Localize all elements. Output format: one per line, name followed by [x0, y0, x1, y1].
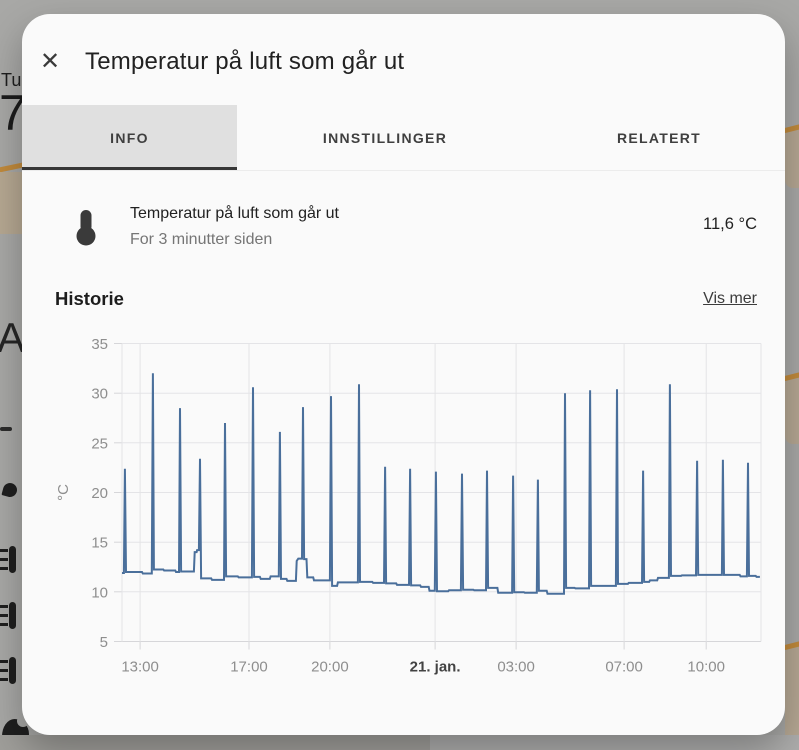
background-letter-fragment: A [0, 314, 26, 361]
background-card-fragment [0, 172, 22, 234]
dialog-header: ✕ Temperatur på luft som går ut [22, 14, 785, 105]
tab-innstillinger-label: INNSTILLINGER [322, 129, 448, 146]
history-chart[interactable]: 35 30 25 20 15 10 5 13:00 17:00 20:00 21. jan. 03:0… [22, 314, 785, 714]
background-bottom-bar [430, 735, 799, 750]
tab-info[interactable]: INFO [22, 105, 237, 170]
sensor-state-row: Temperatur på luft som går ut For 3 minu… [22, 197, 785, 273]
tab-relatert-label: RELATERT [616, 129, 702, 146]
temperature-series-line [122, 373, 760, 595]
y-tick-label: 15 [91, 535, 108, 552]
tab-innstillinger[interactable]: INNSTILLINGER [237, 105, 533, 170]
dialog-title: Temperatur på luft som går ut [85, 48, 405, 75]
active-tab-underline [22, 167, 237, 170]
y-axis-label: °C [55, 484, 72, 501]
y-tick-label: 5 [100, 634, 108, 651]
sensor-last-changed: For 3 minutter siden [130, 231, 273, 248]
x-tick-label: 03:00 [497, 659, 535, 676]
background-dash-fragment [0, 427, 12, 431]
x-tick-label: 20:00 [311, 659, 349, 676]
background-gauge-card [781, 371, 799, 444]
x-tick-label: 13:00 [121, 659, 159, 676]
tab-info-label: INFO [110, 129, 149, 146]
background-weather-day-text: Tu [1, 70, 22, 90]
history-chart-svg[interactable]: 35 30 25 20 15 10 5 13:00 17:00 20:00 21. jan. 03:0… [22, 314, 785, 714]
show-more-link[interactable]: Vis mer [703, 290, 757, 307]
background-gauge-card [781, 123, 799, 188]
background-bottom-bar [0, 735, 430, 750]
radiator-icon [0, 546, 18, 573]
sensor-value: 11,6 °C [703, 215, 757, 233]
x-tick-label: 17:00 [230, 659, 268, 676]
y-tick-label: 25 [91, 435, 108, 452]
tab-bar: INFO INNSTILLINGER RELATERT [22, 105, 785, 171]
history-header-row: Historie Vis mer [22, 286, 785, 316]
x-tick-label: 07:00 [605, 659, 643, 676]
history-title: Historie [55, 288, 124, 309]
radiator-icon [0, 602, 18, 629]
x-tick-label: 21. jan. [410, 659, 461, 676]
thermometer-icon [76, 210, 96, 246]
radiator-icon [0, 657, 18, 684]
close-icon[interactable]: ✕ [30, 42, 70, 82]
y-tick-label: 20 [91, 485, 108, 502]
x-tick-label: 10:00 [687, 659, 725, 676]
y-tick-label: 35 [91, 336, 108, 353]
sensor-name: Temperatur på luft som går ut [130, 205, 339, 222]
y-tick-label: 10 [91, 584, 108, 601]
y-tick-label: 30 [91, 386, 108, 403]
tab-relatert[interactable]: RELATERT [533, 105, 785, 170]
more-info-dialog: ✕ Temperatur på luft som går ut INFO INN… [22, 14, 785, 735]
background-gauge-card [781, 640, 799, 750]
background-sensor-icon [1, 481, 19, 499]
